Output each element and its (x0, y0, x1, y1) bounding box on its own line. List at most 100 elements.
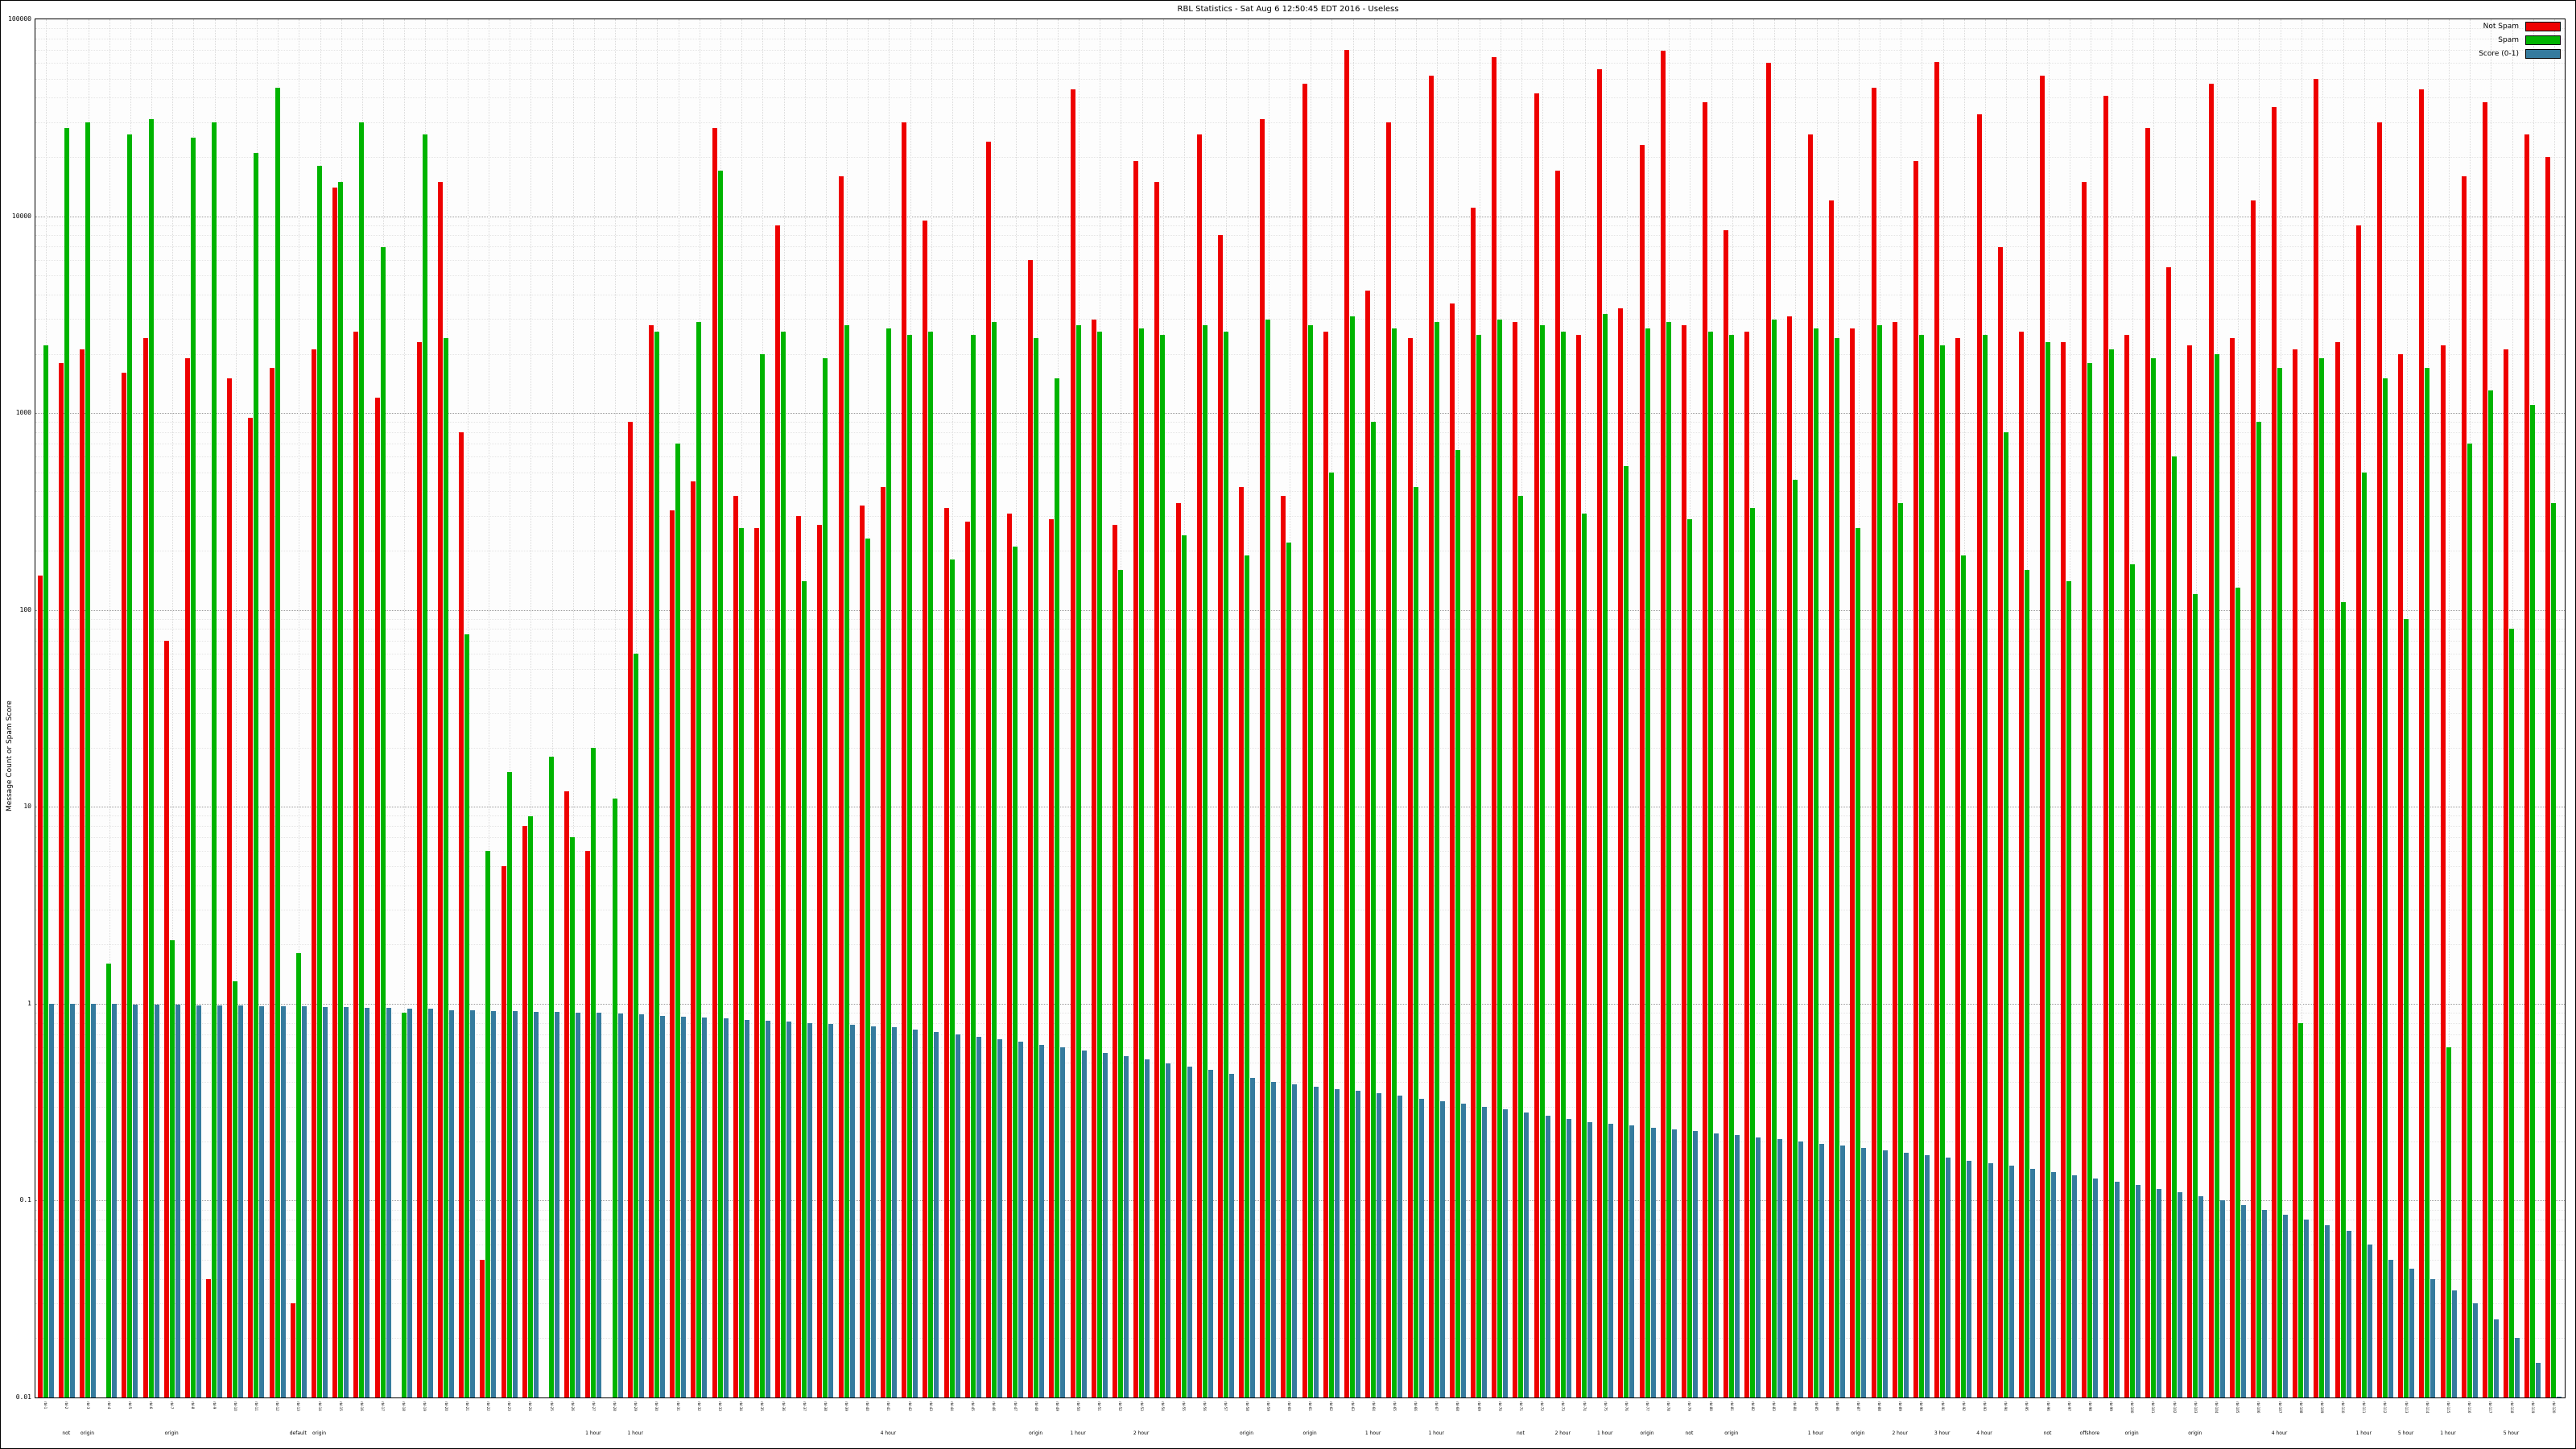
bar-not-spam (1449, 303, 1455, 1397)
bar-spam (1835, 338, 1840, 1397)
bar-not-spam (2314, 78, 2319, 1397)
x-group-label: 4 hour (1976, 1430, 1992, 1436)
bar-score (2367, 1244, 2372, 1397)
gridline-h-major (35, 1200, 2565, 1202)
bar-score (955, 1034, 960, 1397)
x-tick-label: rbl-89 (1898, 1402, 1903, 1411)
gridline-v (572, 19, 574, 1397)
x-tick-label: rbl-61 (1308, 1402, 1313, 1411)
bar-score (1692, 1131, 1698, 1397)
bar-spam (1371, 422, 1377, 1397)
gridline-h-minor (35, 353, 2565, 355)
gridline-h-minor (35, 944, 2565, 946)
bar-not-spam (1302, 84, 1307, 1397)
bar-score (2219, 1200, 2225, 1397)
x-tick-label: rbl-31 (675, 1402, 680, 1411)
x-tick-label: rbl-101 (2151, 1402, 2156, 1414)
bar-spam (1055, 378, 1060, 1397)
y-tick-label: 0.1 (19, 1196, 31, 1204)
x-tick-label: rbl-11 (254, 1402, 258, 1411)
x-group-label: not (62, 1430, 71, 1436)
bar-spam (1265, 319, 1271, 1397)
bar-score (2325, 1225, 2330, 1397)
bar-score (1608, 1124, 1614, 1397)
bar-not-spam (184, 358, 190, 1397)
bar-score (533, 1011, 539, 1397)
gridline-h-major (35, 413, 2565, 415)
y-axis-label: Message Count or Spam Score (6, 700, 14, 811)
bar-spam (1160, 334, 1166, 1397)
bar-score (1819, 1143, 1824, 1397)
x-group-label: 1 hour (1428, 1430, 1444, 1436)
bar-not-spam (1260, 119, 1265, 1397)
gridline-v (172, 19, 174, 1397)
gridline-v (404, 19, 406, 1397)
bar-spam (338, 181, 344, 1397)
bar-spam (1202, 324, 1208, 1397)
bar-not-spam (2124, 334, 2129, 1397)
bar-score (1524, 1113, 1530, 1397)
x-group-label: 1 hour (1364, 1430, 1381, 1436)
gridline-h-minor (35, 97, 2565, 99)
bar-not-spam (1471, 208, 1476, 1397)
bar-not-spam (1808, 134, 1813, 1397)
bar-not-spam (2524, 134, 2530, 1397)
bar-score (2472, 1303, 2478, 1397)
bar-spam (1476, 334, 1482, 1397)
bar-not-spam (753, 528, 759, 1397)
x-group-label: 4 hour (880, 1430, 897, 1436)
bar-not-spam (1703, 101, 1708, 1397)
gridline-h-minor (35, 837, 2565, 839)
gridline-h-minor (35, 629, 2565, 630)
gridline-h-minor (35, 235, 2565, 237)
bar-not-spam (2018, 331, 2024, 1397)
bar-not-spam (1281, 495, 1286, 1397)
x-tick-label: rbl-6 (149, 1402, 153, 1410)
bar-spam (1856, 528, 1861, 1397)
bar-score (702, 1018, 708, 1397)
x-tick-label: rbl-2 (64, 1402, 69, 1410)
bar-spam (254, 152, 259, 1397)
x-tick-label: rbl-68 (1455, 1402, 1460, 1411)
bar-spam (2046, 341, 2050, 1397)
bar-score (1208, 1070, 1213, 1397)
bar-spam (169, 940, 175, 1397)
bar-score (1250, 1078, 1255, 1397)
x-tick-label: rbl-114 (2425, 1402, 2429, 1414)
x-tick-label: rbl-76 (1624, 1402, 1629, 1411)
bar-spam (527, 815, 533, 1397)
bar-spam (2193, 594, 2198, 1397)
bar-not-spam (1534, 93, 1539, 1397)
x-tick-label: rbl-75 (1603, 1402, 1608, 1411)
x-tick-label: rbl-93 (1983, 1402, 1987, 1411)
x-tick-label: rbl-117 (2488, 1402, 2493, 1414)
x-tick-label: rbl-19 (423, 1402, 427, 1411)
y-tick-label: 10 (23, 803, 31, 811)
bar-not-spam (332, 187, 338, 1397)
x-tick-label: rbl-43 (928, 1402, 933, 1411)
bar-spam (2530, 405, 2536, 1397)
bar-score (1798, 1141, 1803, 1397)
bar-not-spam (142, 338, 148, 1397)
bar-not-spam (1871, 87, 1876, 1397)
bar-score (407, 1009, 412, 1397)
bar-score (69, 1003, 75, 1397)
x-group-label: not (2043, 1430, 2052, 1436)
x-tick-label: rbl-119 (2530, 1402, 2535, 1414)
bar-not-spam (122, 373, 127, 1397)
bar-spam (2298, 1022, 2304, 1397)
x-tick-label: rbl-102 (2172, 1402, 2177, 1414)
bar-score (491, 1010, 497, 1397)
x-group-label: default (289, 1430, 307, 1436)
bar-spam (2382, 378, 2388, 1397)
bar-score (1187, 1066, 1192, 1397)
gridline-h-minor (35, 618, 2565, 620)
x-tick-label: rbl-98 (2087, 1402, 2092, 1411)
bar-spam (949, 559, 955, 1397)
bar-spam (401, 1013, 407, 1397)
x-group-label: offshore (2079, 1430, 2100, 1436)
legend-swatch-score (2525, 49, 2561, 59)
bar-score (133, 1004, 138, 1397)
x-tick-label: rbl-103 (2193, 1402, 2198, 1414)
